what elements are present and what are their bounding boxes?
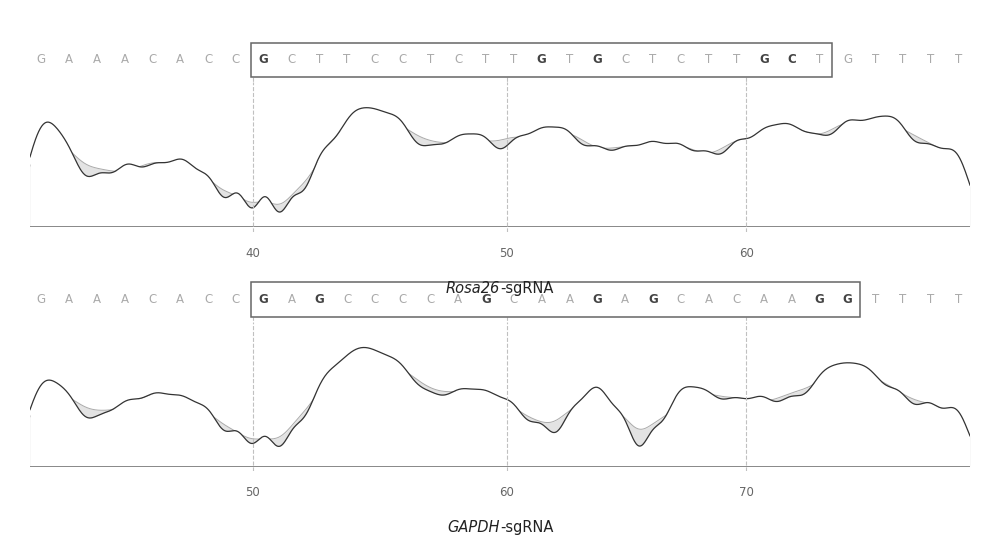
Text: G: G [592,53,602,66]
Text: A: A [65,293,73,306]
Text: C: C [204,53,212,66]
Text: C: C [399,53,407,66]
Text: 60: 60 [499,486,514,499]
Text: T: T [482,53,490,66]
Text: G: G [759,53,769,66]
Text: A: A [454,293,462,306]
Text: T: T [899,293,907,306]
Text: A: A [760,293,768,306]
Text: T: T [955,53,962,66]
Text: C: C [232,53,240,66]
Text: G: G [314,293,324,306]
Text: G: G [592,293,602,306]
Text: 70: 70 [739,486,754,499]
Text: G: G [843,293,852,306]
Text: C: C [732,293,740,306]
Text: C: C [788,53,796,66]
Text: A: A [93,293,101,306]
Text: T: T [316,53,323,66]
Text: G: G [259,53,269,66]
Text: T: T [927,293,935,306]
Text: GAPDH: GAPDH [448,520,500,536]
Text: T: T [343,53,351,66]
Text: T: T [955,293,962,306]
Text: A: A [65,53,73,66]
Text: 50: 50 [245,486,260,499]
Text: G: G [843,53,852,66]
Text: -sgRNA: -sgRNA [500,520,553,536]
Text: T: T [566,53,573,66]
Text: -sgRNA: -sgRNA [500,281,553,296]
Text: A: A [538,293,546,306]
Text: 50: 50 [499,246,514,259]
Text: G: G [537,53,547,66]
Text: T: T [872,53,879,66]
Text: C: C [232,293,240,306]
Text: G: G [481,293,491,306]
Text: T: T [872,293,879,306]
Text: C: C [148,53,157,66]
Text: T: T [510,53,518,66]
Text: A: A [93,53,101,66]
Text: C: C [677,293,685,306]
Text: A: A [287,293,295,306]
Text: C: C [371,293,379,306]
Text: G: G [815,293,825,306]
Text: A: A [121,53,129,66]
Text: A: A [176,53,184,66]
Text: Rosa26: Rosa26 [446,281,500,296]
Text: C: C [148,293,157,306]
Text: C: C [426,293,435,306]
Text: A: A [788,293,796,306]
Text: C: C [343,293,351,306]
Text: A: A [121,293,129,306]
Text: A: A [705,293,713,306]
Text: C: C [204,293,212,306]
Text: G: G [37,53,46,66]
FancyBboxPatch shape [251,282,860,317]
Text: T: T [733,53,740,66]
Text: 60: 60 [739,246,754,259]
Text: C: C [454,53,462,66]
FancyBboxPatch shape [251,43,832,77]
Text: G: G [259,293,269,306]
Text: C: C [510,293,518,306]
Text: T: T [899,53,907,66]
Text: C: C [677,53,685,66]
Text: C: C [287,53,296,66]
Text: G: G [648,293,658,306]
Text: A: A [621,293,629,306]
Text: T: T [427,53,434,66]
Text: C: C [621,53,629,66]
Text: T: T [649,53,657,66]
Text: C: C [399,293,407,306]
Text: A: A [566,293,574,306]
Text: G: G [37,293,46,306]
Text: T: T [927,53,935,66]
Text: A: A [176,293,184,306]
Text: T: T [705,53,712,66]
Text: 40: 40 [245,246,260,259]
Text: T: T [816,53,823,66]
Text: C: C [371,53,379,66]
